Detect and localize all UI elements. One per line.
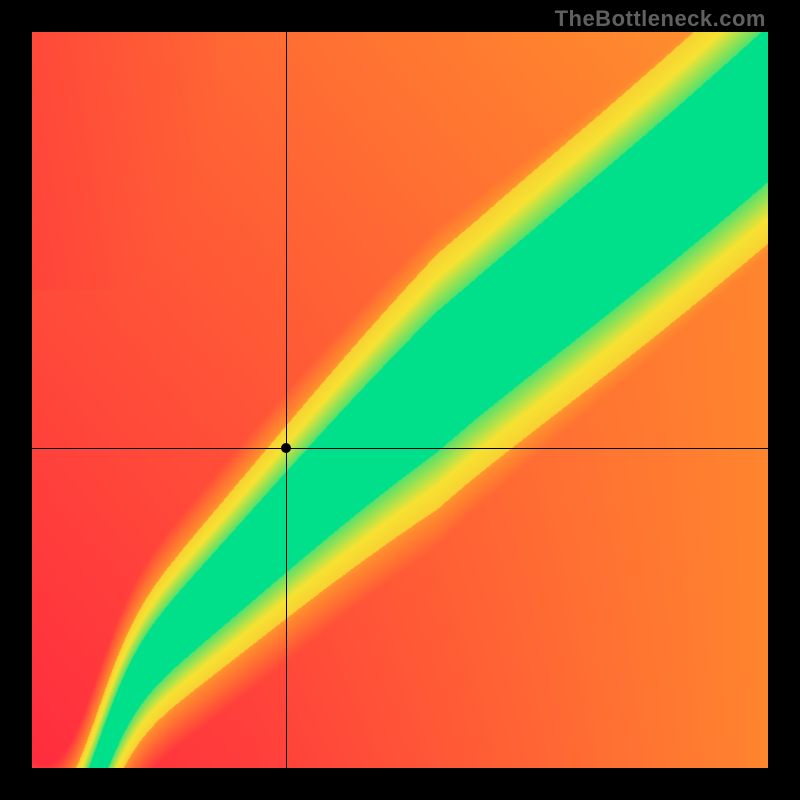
- chart-container: TheBottleneck.com: [0, 0, 800, 800]
- crosshair-vertical: [286, 32, 287, 768]
- data-point-marker: [281, 443, 291, 453]
- crosshair-horizontal: [32, 448, 768, 449]
- heatmap-canvas: [32, 32, 768, 768]
- watermark-text: TheBottleneck.com: [555, 6, 766, 32]
